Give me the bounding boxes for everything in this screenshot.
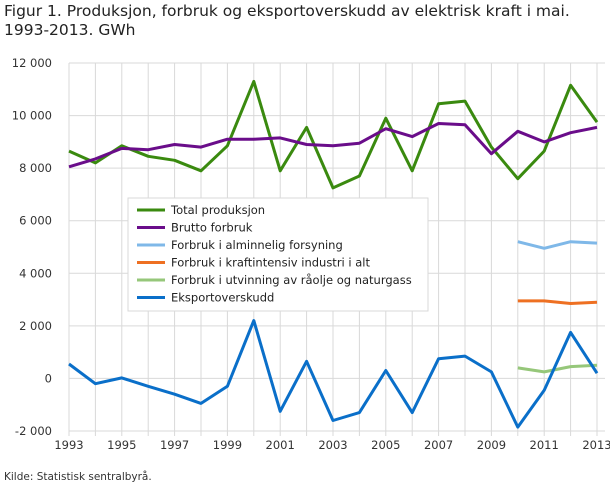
y-tick-label: 8 000 [19,161,52,175]
y-tick-label: 6 000 [19,214,52,228]
legend-label: Forbruk i alminnelig forsyning [171,238,343,252]
y-tick-label: 12 000 [12,56,52,70]
x-tick-label: 1997 [160,438,189,452]
y-tick-label: -2 000 [15,424,52,438]
x-tick-label: 1993 [54,438,83,452]
y-tick-label: 4 000 [19,266,52,280]
series-line-3 [517,299,598,305]
x-tick-label: 2001 [266,438,295,452]
legend-box [127,197,429,312]
x-tick-label: 1999 [213,438,242,452]
legend-label: Forbruk i kraftintensiv industri i alt [171,256,370,270]
y-tick-label: 0 [45,371,52,385]
y-tick-label: 2 000 [19,319,52,333]
legend-label: Forbruk i utvinning av råolje og naturga… [171,273,412,287]
series-line-2 [517,240,598,250]
x-tick-label: 2009 [477,438,506,452]
chart-title: Figur 1. Produksjon, forbruk og eksporto… [4,2,570,39]
x-tick-label: 1995 [107,438,136,452]
x-tick-label: 2003 [318,438,347,452]
source-note: Kilde: Statistisk sentralbyrå. [4,471,152,483]
x-tick-label: 2007 [424,438,453,452]
y-tick-label: 10 000 [12,109,52,123]
legend-label: Eksportoverskudd [171,291,274,305]
legend-label: Brutto forbruk [171,221,253,235]
x-tick-label: 2005 [371,438,400,452]
legend-label: Total produksjon [170,203,265,217]
x-tick-label: 2013 [582,438,610,452]
x-tick-label: 2011 [530,438,559,452]
series-line-4 [517,363,598,374]
